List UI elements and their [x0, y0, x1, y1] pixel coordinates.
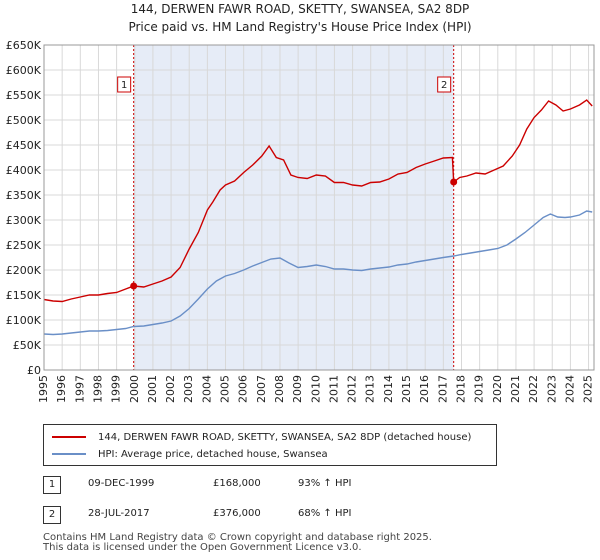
transaction-price: £376,000: [213, 508, 261, 519]
legend-item-hpi: HPI: Average price, detached house, Swan…: [52, 447, 328, 461]
x-tick-label: 2024: [563, 375, 576, 403]
transaction-hpi-change: 68% ↑ HPI: [298, 508, 352, 519]
y-tick-label: £350K: [6, 189, 42, 202]
y-tick-label: £400K: [6, 164, 42, 177]
transaction-price: £168,000: [213, 478, 261, 489]
x-tick-label: 1995: [37, 375, 50, 403]
x-tick-label: 2015: [400, 375, 413, 403]
y-axis-ticks: £0 £50K £100K £150K £200K £250K £300K £350K £400…: [6, 39, 42, 377]
x-tick-label: 2006: [237, 375, 250, 403]
y-tick-label: £550K: [6, 89, 42, 102]
x-tick-label: 2007: [255, 375, 268, 403]
sale-period-shade: [133, 45, 454, 370]
y-tick-label: £500K: [6, 114, 42, 127]
x-tick-label: 2025: [582, 375, 595, 403]
x-tick-label: 2001: [146, 375, 159, 403]
transaction-number-badge: 1: [43, 476, 61, 494]
y-tick-label: £150K: [6, 289, 42, 302]
x-tick-label: 2022: [527, 375, 540, 403]
x-tick-label: 2023: [545, 375, 558, 403]
y-tick-label: £650K: [6, 39, 42, 52]
legend-label-hpi: HPI: Average price, detached house, Swan…: [98, 448, 328, 460]
y-tick-label: £250K: [6, 239, 42, 252]
y-tick-label: £300K: [6, 214, 42, 227]
x-tick-label: 2020: [491, 375, 504, 403]
x-tick-label: 2003: [182, 375, 195, 403]
chart-subtitle: Price paid vs. HM Land Registry's House …: [128, 20, 472, 34]
grid-lines: [43, 44, 594, 371]
x-tick-label: 1998: [91, 375, 104, 403]
x-tick-label: 2000: [128, 375, 141, 403]
y-tick-label: £50K: [13, 339, 42, 352]
x-tick-label: 2021: [509, 375, 522, 403]
y-tick-label: £0: [27, 364, 41, 377]
x-tick-label: 2004: [200, 375, 213, 403]
x-tick-label: 2017: [436, 375, 449, 403]
y-tick-label: £100K: [6, 314, 42, 327]
x-tick-label: 2019: [473, 375, 486, 403]
x-tick-label: 2009: [291, 375, 304, 403]
footer-line-1: Contains HM Land Registry data © Crown c…: [43, 532, 432, 543]
sale-label-box: [437, 76, 452, 93]
y-tick-label: £200K: [6, 264, 42, 277]
x-tick-label: 1997: [73, 375, 86, 403]
sale-label-text: 1: [121, 80, 127, 91]
x-tick-label: 2005: [219, 375, 232, 403]
transaction-date: 28-JUL-2017: [88, 508, 150, 519]
transaction-hpi-change: 93% ↑ HPI: [298, 478, 352, 489]
x-tick-label: 2016: [418, 375, 431, 403]
footer-line-2: This data is licensed under the Open Gov…: [43, 542, 362, 553]
hpi-series-line: [43, 210, 593, 336]
sale-point: [130, 282, 138, 290]
legend-swatch-hpi: [52, 453, 86, 455]
sale-label-box: [117, 76, 132, 93]
plot-border: [43, 44, 595, 371]
x-tick-label: 2011: [327, 375, 340, 403]
x-tick-label: 1996: [55, 375, 68, 403]
x-axis-ticks: 1995 1996 1997 1998 1999 2000 2001 2002 2003 2004…: [37, 375, 595, 403]
legend-swatch-property: [52, 436, 86, 438]
x-tick-label: 1999: [110, 375, 123, 403]
x-tick-label: 2010: [309, 375, 322, 403]
transaction-date: 09-DEC-1999: [88, 478, 155, 489]
transaction-number-badge: 2: [43, 506, 61, 524]
x-tick-label: 2012: [346, 375, 359, 403]
legend: 144, DERWEN FAWR ROAD, SKETTY, SWANSEA, …: [43, 424, 497, 466]
x-tick-label: 2014: [382, 375, 395, 403]
sale-label-text: 2: [441, 80, 447, 91]
y-tick-label: £600K: [6, 64, 42, 77]
footer-attribution: Contains HM Land Registry data © Crown c…: [43, 533, 432, 553]
chart-title: 144, DERWEN FAWR ROAD, SKETTY, SWANSEA, …: [130, 2, 470, 16]
y-tick-label: £450K: [6, 139, 42, 152]
x-tick-label: 2008: [273, 375, 286, 403]
x-tick-label: 2013: [364, 375, 377, 403]
sale-point: [450, 178, 458, 186]
legend-label-property: 144, DERWEN FAWR ROAD, SKETTY, SWANSEA, …: [98, 431, 472, 443]
legend-item-property: 144, DERWEN FAWR ROAD, SKETTY, SWANSEA, …: [52, 430, 471, 444]
x-tick-label: 2018: [454, 375, 467, 403]
property-series-line: [43, 99, 593, 303]
price-chart: £0 £50K £100K £150K £200K £250K £300K £350K £400…: [6, 39, 595, 403]
x-tick-label: 2002: [164, 375, 177, 403]
